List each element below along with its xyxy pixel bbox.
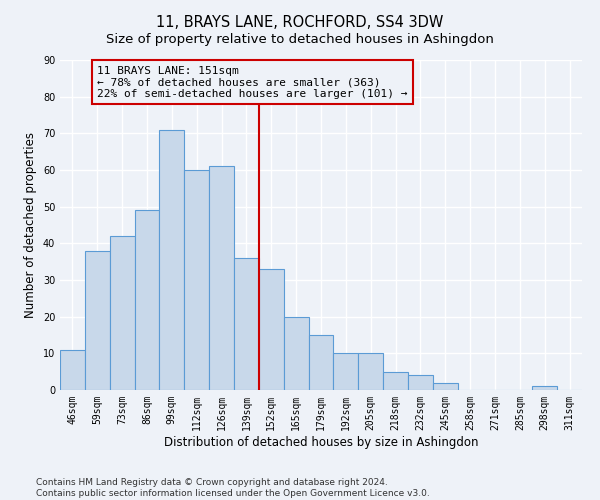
Bar <box>160 130 184 390</box>
Bar <box>184 170 209 390</box>
Bar <box>284 316 308 390</box>
Text: 11, BRAYS LANE, ROCHFORD, SS4 3DW: 11, BRAYS LANE, ROCHFORD, SS4 3DW <box>157 15 443 30</box>
Bar <box>234 258 259 390</box>
Bar <box>358 354 383 390</box>
Bar <box>110 236 134 390</box>
Text: Contains HM Land Registry data © Crown copyright and database right 2024.
Contai: Contains HM Land Registry data © Crown c… <box>36 478 430 498</box>
Bar <box>433 382 458 390</box>
Bar <box>85 250 110 390</box>
Bar <box>60 350 85 390</box>
Bar <box>383 372 408 390</box>
Text: 11 BRAYS LANE: 151sqm
← 78% of detached houses are smaller (363)
22% of semi-det: 11 BRAYS LANE: 151sqm ← 78% of detached … <box>97 66 408 98</box>
Y-axis label: Number of detached properties: Number of detached properties <box>24 132 37 318</box>
Bar <box>134 210 160 390</box>
Bar <box>532 386 557 390</box>
Bar <box>408 376 433 390</box>
Bar <box>259 269 284 390</box>
Bar <box>209 166 234 390</box>
Text: Size of property relative to detached houses in Ashingdon: Size of property relative to detached ho… <box>106 32 494 46</box>
Bar <box>334 354 358 390</box>
Bar <box>308 335 334 390</box>
X-axis label: Distribution of detached houses by size in Ashingdon: Distribution of detached houses by size … <box>164 436 478 448</box>
